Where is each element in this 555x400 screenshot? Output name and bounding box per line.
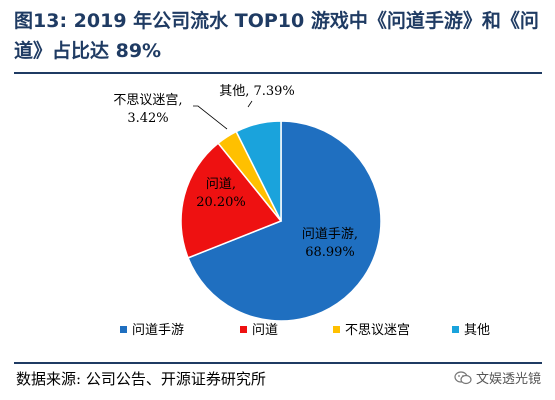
legend-label-3: 不思议迷宫 [345,323,410,338]
slice-label-1: 问道手游, 68.99% [302,227,358,260]
watermark: 文娱透光镜 [454,368,541,387]
legend-swatch-2 [240,326,247,333]
pie-chart: 问道手游, 68.99% 问道, 20.20% 不思议迷宫, 3.42% 其他, 7.39%… [113,84,490,338]
pie-slice-4 [235,120,282,222]
slice-label-3: 不思议迷宫, 3.42% [113,93,182,126]
leader-line-3 [193,105,228,130]
legend-swatch-4 [452,326,459,333]
legend-swatch-3 [333,326,340,333]
wechat-icon [454,370,472,384]
legend-label-2: 问道 [252,323,278,338]
legend-swatch-1 [120,326,127,333]
legend-label-4: 其他 [464,323,490,338]
slice-label-4: 其他, 7.39% [219,84,295,99]
legend-label-1: 问道手游 [132,323,184,338]
pie-slice-1 [187,120,382,322]
slice-label-2: 问道, 20.20% [196,177,246,210]
top-divider [14,72,542,74]
leader-line-4 [247,100,253,108]
figure-title: 图13: 2019 年公司流水 TOP10 游戏中《问道手游》和《问道》占比达 … [14,10,539,62]
pie-slice-2 [180,142,283,259]
source-note: 数据来源: 公司公告、开源证券研究所 [16,370,266,388]
bottom-divider [14,362,542,364]
watermark-text: 文娱透光镜 [475,372,541,387]
